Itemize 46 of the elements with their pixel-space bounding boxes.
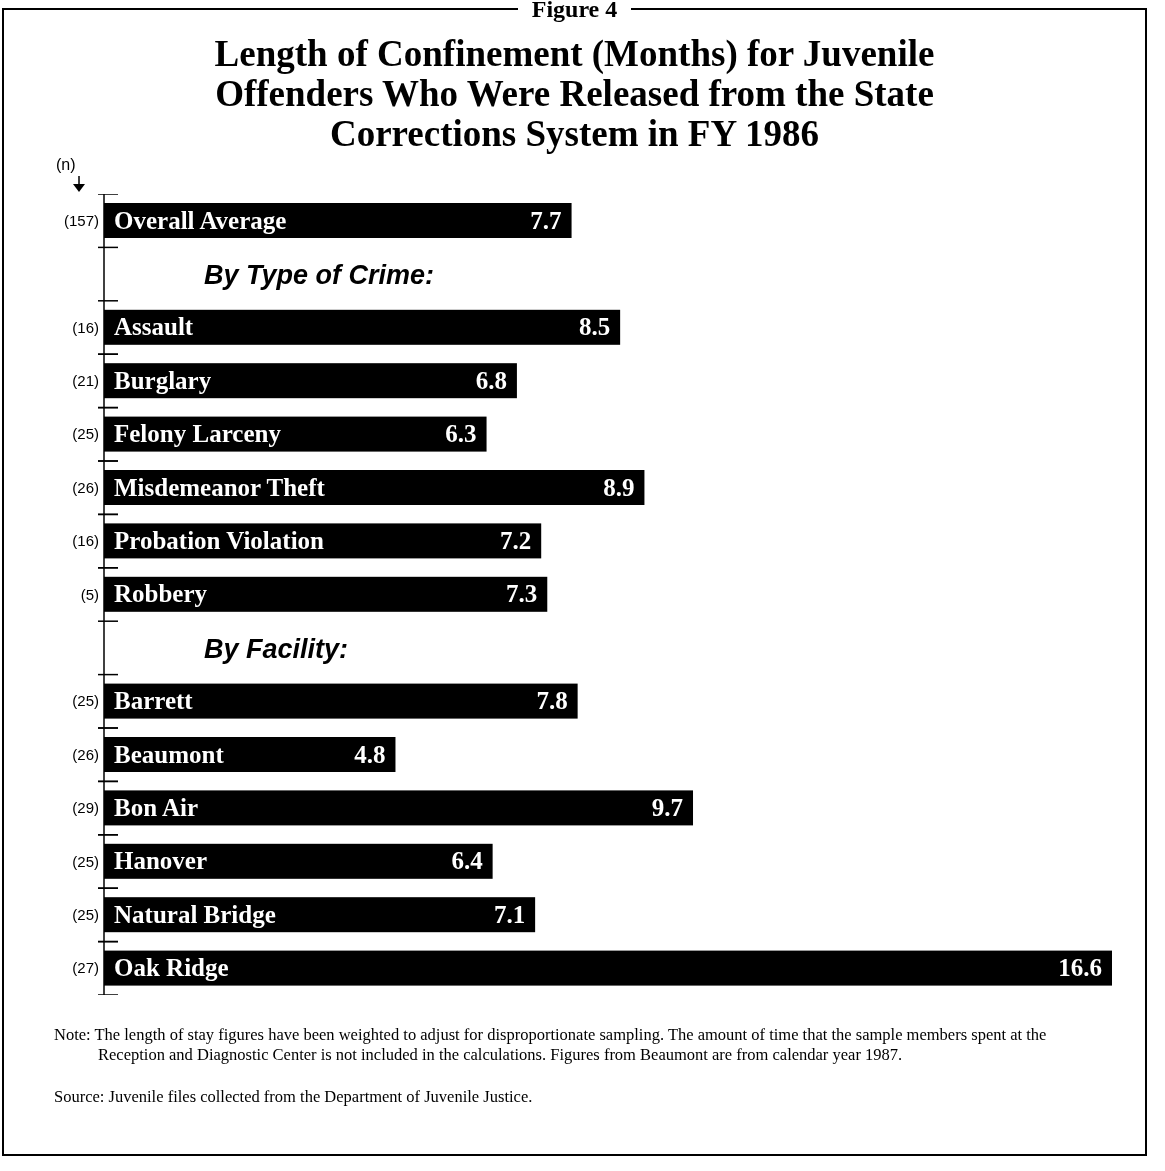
y-tick-label: Felony Larceny	[114, 420, 282, 448]
text: Note: The length of stay figures have been weighted to adjust for disproportionate sampling. The amount of time that the sample members spent at the Reception and Diagnostic Center is not included in the calculations. Figures from Beaumont are from calendar year 1987.	[54, 1025, 1048, 1065]
y-tick-label: Oak Ridge	[114, 954, 229, 982]
text: (157)	[63, 211, 99, 229]
data-label: 6.8	[475, 366, 507, 394]
y-tick-label: Misdemeanor Theft	[114, 473, 326, 501]
annotation: By Type of Crime:	[204, 260, 435, 291]
source-note: Source: Juvenile files collected from the Department of Juvenile Justice.	[54, 1087, 534, 1107]
data-label: 7.2	[499, 526, 532, 554]
text: (25)	[72, 852, 99, 870]
y-tick-label: Beaumont	[114, 740, 225, 768]
y-tick-label: Hanover	[114, 847, 208, 875]
caption: Figure 4	[517, 0, 632, 22]
text: (25)	[72, 425, 99, 443]
y-tick-label: Natural Bridge	[114, 900, 276, 928]
y-tick-label: Burglary	[114, 366, 212, 394]
text: (27)	[72, 959, 99, 977]
data-label: 8.9	[603, 473, 635, 501]
text: (16)	[72, 532, 99, 550]
text: (16)	[72, 318, 99, 336]
data-label: 16.6	[1058, 954, 1102, 982]
data-label: 8.5	[578, 313, 611, 341]
text: (26)	[72, 478, 99, 496]
y-tick-label: Barrett	[114, 687, 194, 715]
data-label: 4.8	[354, 740, 386, 768]
annotation: By Facility:	[204, 633, 349, 664]
y-tick-label: Overall Average	[114, 206, 287, 234]
data-label: 7.1	[493, 900, 526, 928]
text: (21)	[72, 371, 99, 389]
text: (26)	[72, 745, 99, 763]
y-tick-label: Robbery	[114, 580, 208, 608]
data-label: 7.3	[506, 580, 538, 608]
data-label: 7.7	[530, 206, 562, 234]
y-tick-label: Probation Violation	[114, 526, 325, 554]
text: (29)	[72, 799, 99, 817]
text: (25)	[72, 692, 99, 710]
chart-title: Length of Confinement (Months) for Juvenile Offenders Who Were Released from the State Corrections System in FY 1986	[213, 33, 936, 154]
y-axis-title: (n)	[56, 156, 76, 174]
y-tick-label: Assault	[114, 313, 194, 341]
data-label: 6.4	[451, 847, 484, 875]
text: (25)	[72, 905, 99, 923]
text: (5)	[80, 585, 99, 603]
data-label: 6.3	[445, 420, 477, 448]
y-tick-label: Bon Air	[114, 793, 199, 821]
data-label: 7.8	[536, 687, 568, 715]
data-label: 9.7	[651, 793, 684, 821]
